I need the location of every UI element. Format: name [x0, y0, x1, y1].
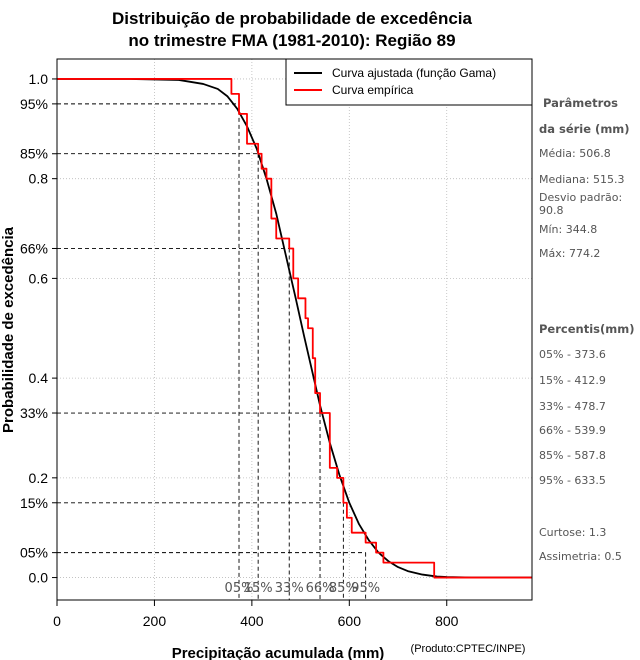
- stat-desvio: Desvio padrão: 90.8: [539, 191, 623, 217]
- stat-assimetria: Assimetria: 0.5: [539, 550, 622, 563]
- y-tick-label: 05%: [20, 545, 48, 561]
- x-tick-label: 0: [53, 613, 61, 629]
- y-tick-label: 0.4: [29, 370, 49, 386]
- x-axis-label: Precipitação acumulada (mm): [172, 645, 385, 660]
- percentile-label: 15%: [244, 581, 273, 596]
- percentile-label: 95%: [351, 581, 380, 596]
- stat-curtose: Curtose: 1.3: [539, 526, 607, 539]
- percentile-label: 66%: [306, 581, 335, 596]
- params-title-line1: Parâmetros: [543, 96, 619, 110]
- percentile-66: 66% - 539.9: [539, 424, 606, 437]
- stat-max: Máx: 774.2: [539, 247, 601, 260]
- x-tick-label: 200: [143, 613, 167, 629]
- percentis-title: Percentis(mm): [539, 322, 635, 336]
- y-tick-label: 1.0: [29, 71, 49, 87]
- y-tick-label: 0.0: [29, 570, 49, 586]
- credit-label: (Produto:CPTEC/INPE): [411, 643, 526, 655]
- empirical-curve: [57, 78, 532, 579]
- y-tick-label: 85%: [20, 146, 48, 162]
- params-title-line2: da série (mm): [539, 122, 630, 136]
- legend-empirical-label: Curva empírica: [332, 83, 414, 97]
- y-tick-label: 0.2: [29, 470, 49, 486]
- x-tick-label: 400: [240, 613, 264, 629]
- percentile-label: 05%: [225, 581, 254, 596]
- percentile-33: 33% - 478.7: [539, 400, 606, 413]
- percentile-05: 05% - 373.6: [539, 348, 606, 361]
- legend-fitted-label: Curva ajustada (função Gama): [332, 66, 496, 80]
- chart-title-line2: no trimestre FMA (1981-2010): Região 89: [128, 31, 455, 50]
- percentile-label: 85%: [329, 581, 358, 596]
- percentile-85: 85% - 587.8: [539, 449, 606, 462]
- y-tick-label: 33%: [20, 405, 48, 421]
- legend-box: [285, 58, 533, 106]
- stat-min: Mín: 344.8: [539, 223, 598, 236]
- chart-title-line1: Distribuição de probabilidade de excedên…: [112, 9, 472, 28]
- stat-media: Média: 506.8: [539, 147, 611, 160]
- y-tick-label: 0.6: [29, 270, 49, 286]
- y-tick-label: 15%: [20, 495, 48, 511]
- percentile-15: 15% - 412.9: [539, 374, 606, 387]
- plot-frame: [56, 58, 533, 601]
- y-tick-label: 0.8: [29, 171, 49, 187]
- y-tick-label: 66%: [20, 240, 48, 256]
- x-tick-label: 600: [338, 613, 362, 629]
- y-axis-label: Probabilidade de excedência: [0, 226, 17, 433]
- stat-mediana: Mediana: 515.3: [539, 173, 625, 186]
- percentile-label: 33%: [275, 581, 304, 596]
- percentile-95: 95% - 633.5: [539, 474, 606, 487]
- x-tick-label: 800: [435, 613, 459, 629]
- legend: Curva ajustada (função Gama) Curva empír…: [285, 58, 533, 106]
- y-tick-label: 95%: [20, 96, 48, 112]
